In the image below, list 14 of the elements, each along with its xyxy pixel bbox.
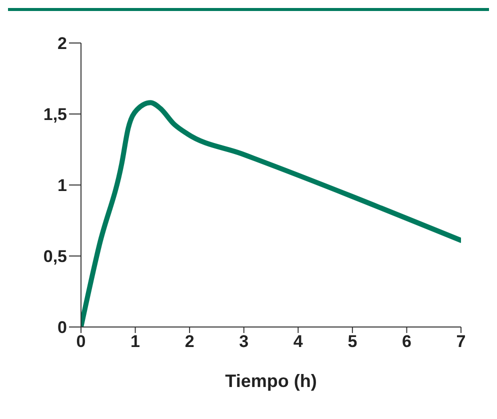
x-tick-label: 4	[293, 332, 304, 352]
x-axis-title: Tiempo (h)	[225, 371, 317, 391]
y-tick-label: 1	[58, 176, 67, 196]
x-tick-label: 6	[402, 332, 412, 352]
x-tick-label: 3	[239, 332, 249, 352]
x-tick-label: 1	[130, 332, 140, 352]
x-tick-label: 5	[348, 332, 358, 352]
x-tick-label: 7	[456, 332, 466, 352]
x-tick-label: 0	[76, 332, 86, 352]
y-tick-label: 2	[58, 34, 67, 54]
y-tick-label: 0	[58, 318, 67, 338]
y-tick-label: 1,5	[43, 105, 67, 124]
x-tick-label: 2	[184, 332, 194, 352]
y-tick-label: 0,5	[43, 247, 67, 266]
